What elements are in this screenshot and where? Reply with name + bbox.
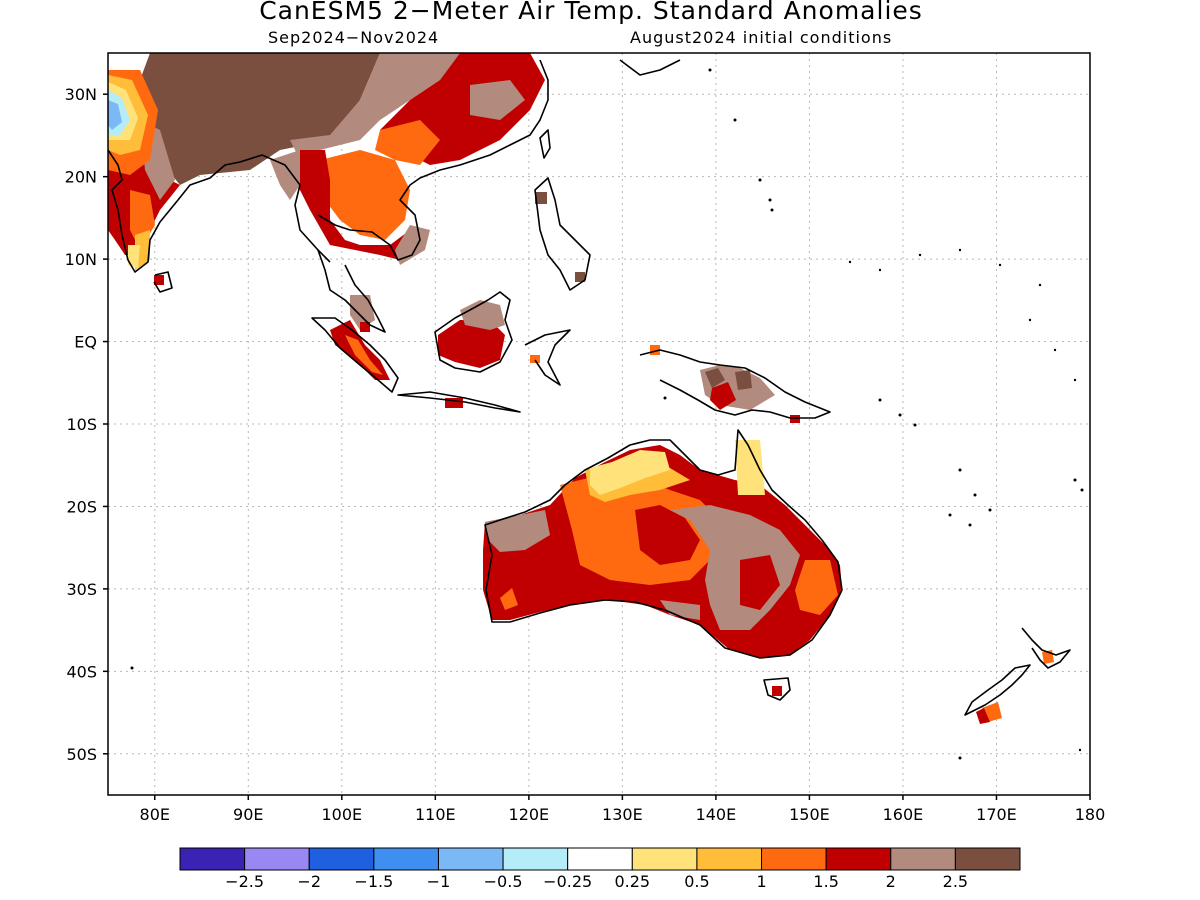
anomaly-region-australia-west	[485, 510, 550, 552]
colorbar-swatch	[696, 847, 763, 871]
forecast-period: Sep2024−Nov2024	[268, 28, 440, 47]
lon-label: 180	[1075, 805, 1106, 824]
lat-label: 30S	[66, 580, 97, 599]
anomaly-region-tasmania	[772, 686, 782, 696]
lon-label: 90E	[233, 805, 263, 824]
lat-label: 50S	[66, 745, 97, 764]
colorbar-label: 2.5	[943, 872, 968, 891]
anomaly-region-borneo	[438, 320, 505, 368]
colorbar-label: −1.5	[354, 872, 393, 891]
colorbar-swatch	[179, 847, 246, 871]
colorbar-swatch	[567, 847, 633, 871]
lat-label: EQ	[74, 333, 97, 352]
lon-label: 160E	[883, 805, 924, 824]
colorbar-swatch	[825, 847, 892, 871]
lon-label: 100E	[321, 805, 362, 824]
anomaly-region-australia-loop	[635, 505, 700, 565]
lat-label: 30N	[65, 85, 97, 104]
colorbar-swatch	[890, 847, 956, 871]
anomaly-region-halmahera	[650, 345, 660, 355]
anomaly-region-java	[445, 398, 463, 408]
anomaly-region-china-east	[470, 80, 525, 120]
colorbar-label: 2	[886, 872, 896, 891]
lat-label: 10S	[66, 415, 97, 434]
initial-conditions: August2024 initial conditions	[630, 28, 893, 47]
anomaly-region-himalaya-cold	[108, 100, 122, 130]
anomaly-region-australia-se-orange	[795, 560, 838, 615]
colorbar-swatch	[502, 847, 569, 871]
anomaly-region-malaya	[350, 295, 375, 330]
lat-label: 20N	[65, 168, 97, 187]
anomaly-region-new-guinea-brown	[735, 370, 752, 390]
lon-label: 120E	[509, 805, 550, 824]
lon-label: 170E	[976, 805, 1017, 824]
anomaly-region-borneo-north	[460, 300, 505, 330]
lat-label: 40S	[66, 662, 97, 681]
anomaly-region-sulawesi	[530, 355, 540, 363]
anomaly-region-indochina-east	[395, 225, 430, 265]
lat-label: 20S	[66, 497, 97, 516]
anomaly-region-india-pale	[128, 245, 140, 268]
axes: 30N 20N 10N EQ 10S 20S 30S 40S 50S 80E 90E 100E 110E…	[65, 85, 1106, 824]
lon-label: 80E	[140, 805, 170, 824]
anomaly-region-india-yellow	[135, 230, 150, 270]
anomaly-region-australia-north-pale	[590, 450, 670, 495]
colorbar: −2.5 −2 −1.5 −1 −0.5 −0.25 0.25 0.5 1 1.5 2 2.5	[179, 847, 1021, 891]
colorbar-label: −2.5	[225, 872, 264, 891]
colorbar-label: −2	[297, 872, 321, 891]
anomaly-region-new-guinea-red	[710, 382, 736, 410]
anomaly-region-australia-east-red	[740, 555, 780, 610]
colorbar-swatch	[308, 847, 375, 871]
colorbar-swatch	[761, 847, 827, 871]
anomaly-region-malaya-red	[360, 322, 370, 332]
anomaly-region-luzon	[535, 192, 547, 204]
colorbar-swatch	[244, 847, 310, 871]
map-title: CanESM5 2−Meter Air Temp. Standard Anoma…	[259, 0, 923, 25]
anomaly-region-new-guinea-east	[790, 415, 800, 423]
lon-label: 150E	[789, 805, 830, 824]
anomaly-region-china-2.5	[290, 53, 460, 160]
anomaly-region-china-south	[375, 120, 440, 165]
anomaly-region-nullarbor	[660, 600, 700, 620]
anomaly-region-indochina-2	[295, 150, 410, 260]
anomaly-region-tibet	[140, 53, 380, 185]
anomaly-region-australia-sw-orange	[500, 588, 518, 610]
colorbar-swatch	[437, 847, 504, 871]
lon-label: 140E	[696, 805, 737, 824]
colorbar-label: −0.5	[484, 872, 523, 891]
colorbar-label: −1	[427, 872, 451, 891]
colorbar-label: 1.5	[813, 872, 838, 891]
anomaly-region-sumatra-orange	[345, 335, 383, 375]
colorbar-swatch	[954, 847, 1021, 871]
lon-label: 110E	[415, 805, 456, 824]
lon-label: 130E	[602, 805, 643, 824]
anomaly-region-cape-york	[735, 440, 765, 495]
anomaly-region-myanmar	[270, 150, 300, 200]
anomaly-region-sri-lanka	[154, 275, 164, 285]
lat-label: 10N	[65, 250, 97, 269]
anomaly-region-mindanao	[575, 272, 585, 282]
colorbar-label: 1	[756, 872, 766, 891]
pacific-islands	[130, 68, 1084, 760]
anomaly-region-indochina	[320, 150, 410, 240]
coastlines	[108, 59, 1071, 716]
anomaly-region-new-guinea-brown	[705, 368, 725, 388]
colorbar-label: 0.5	[684, 872, 709, 891]
colorbar-label: 0.25	[614, 872, 650, 891]
colorbar-swatch	[373, 847, 439, 871]
colorbar-swatch	[631, 847, 698, 871]
anomaly-region-nz-south-red	[976, 708, 990, 724]
colorbar-label: −0.25	[543, 872, 592, 891]
